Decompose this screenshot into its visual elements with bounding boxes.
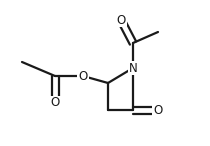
- Text: O: O: [78, 69, 88, 82]
- Text: O: O: [50, 97, 60, 110]
- Text: O: O: [153, 104, 163, 117]
- Text: N: N: [129, 61, 137, 74]
- Text: O: O: [116, 13, 126, 27]
